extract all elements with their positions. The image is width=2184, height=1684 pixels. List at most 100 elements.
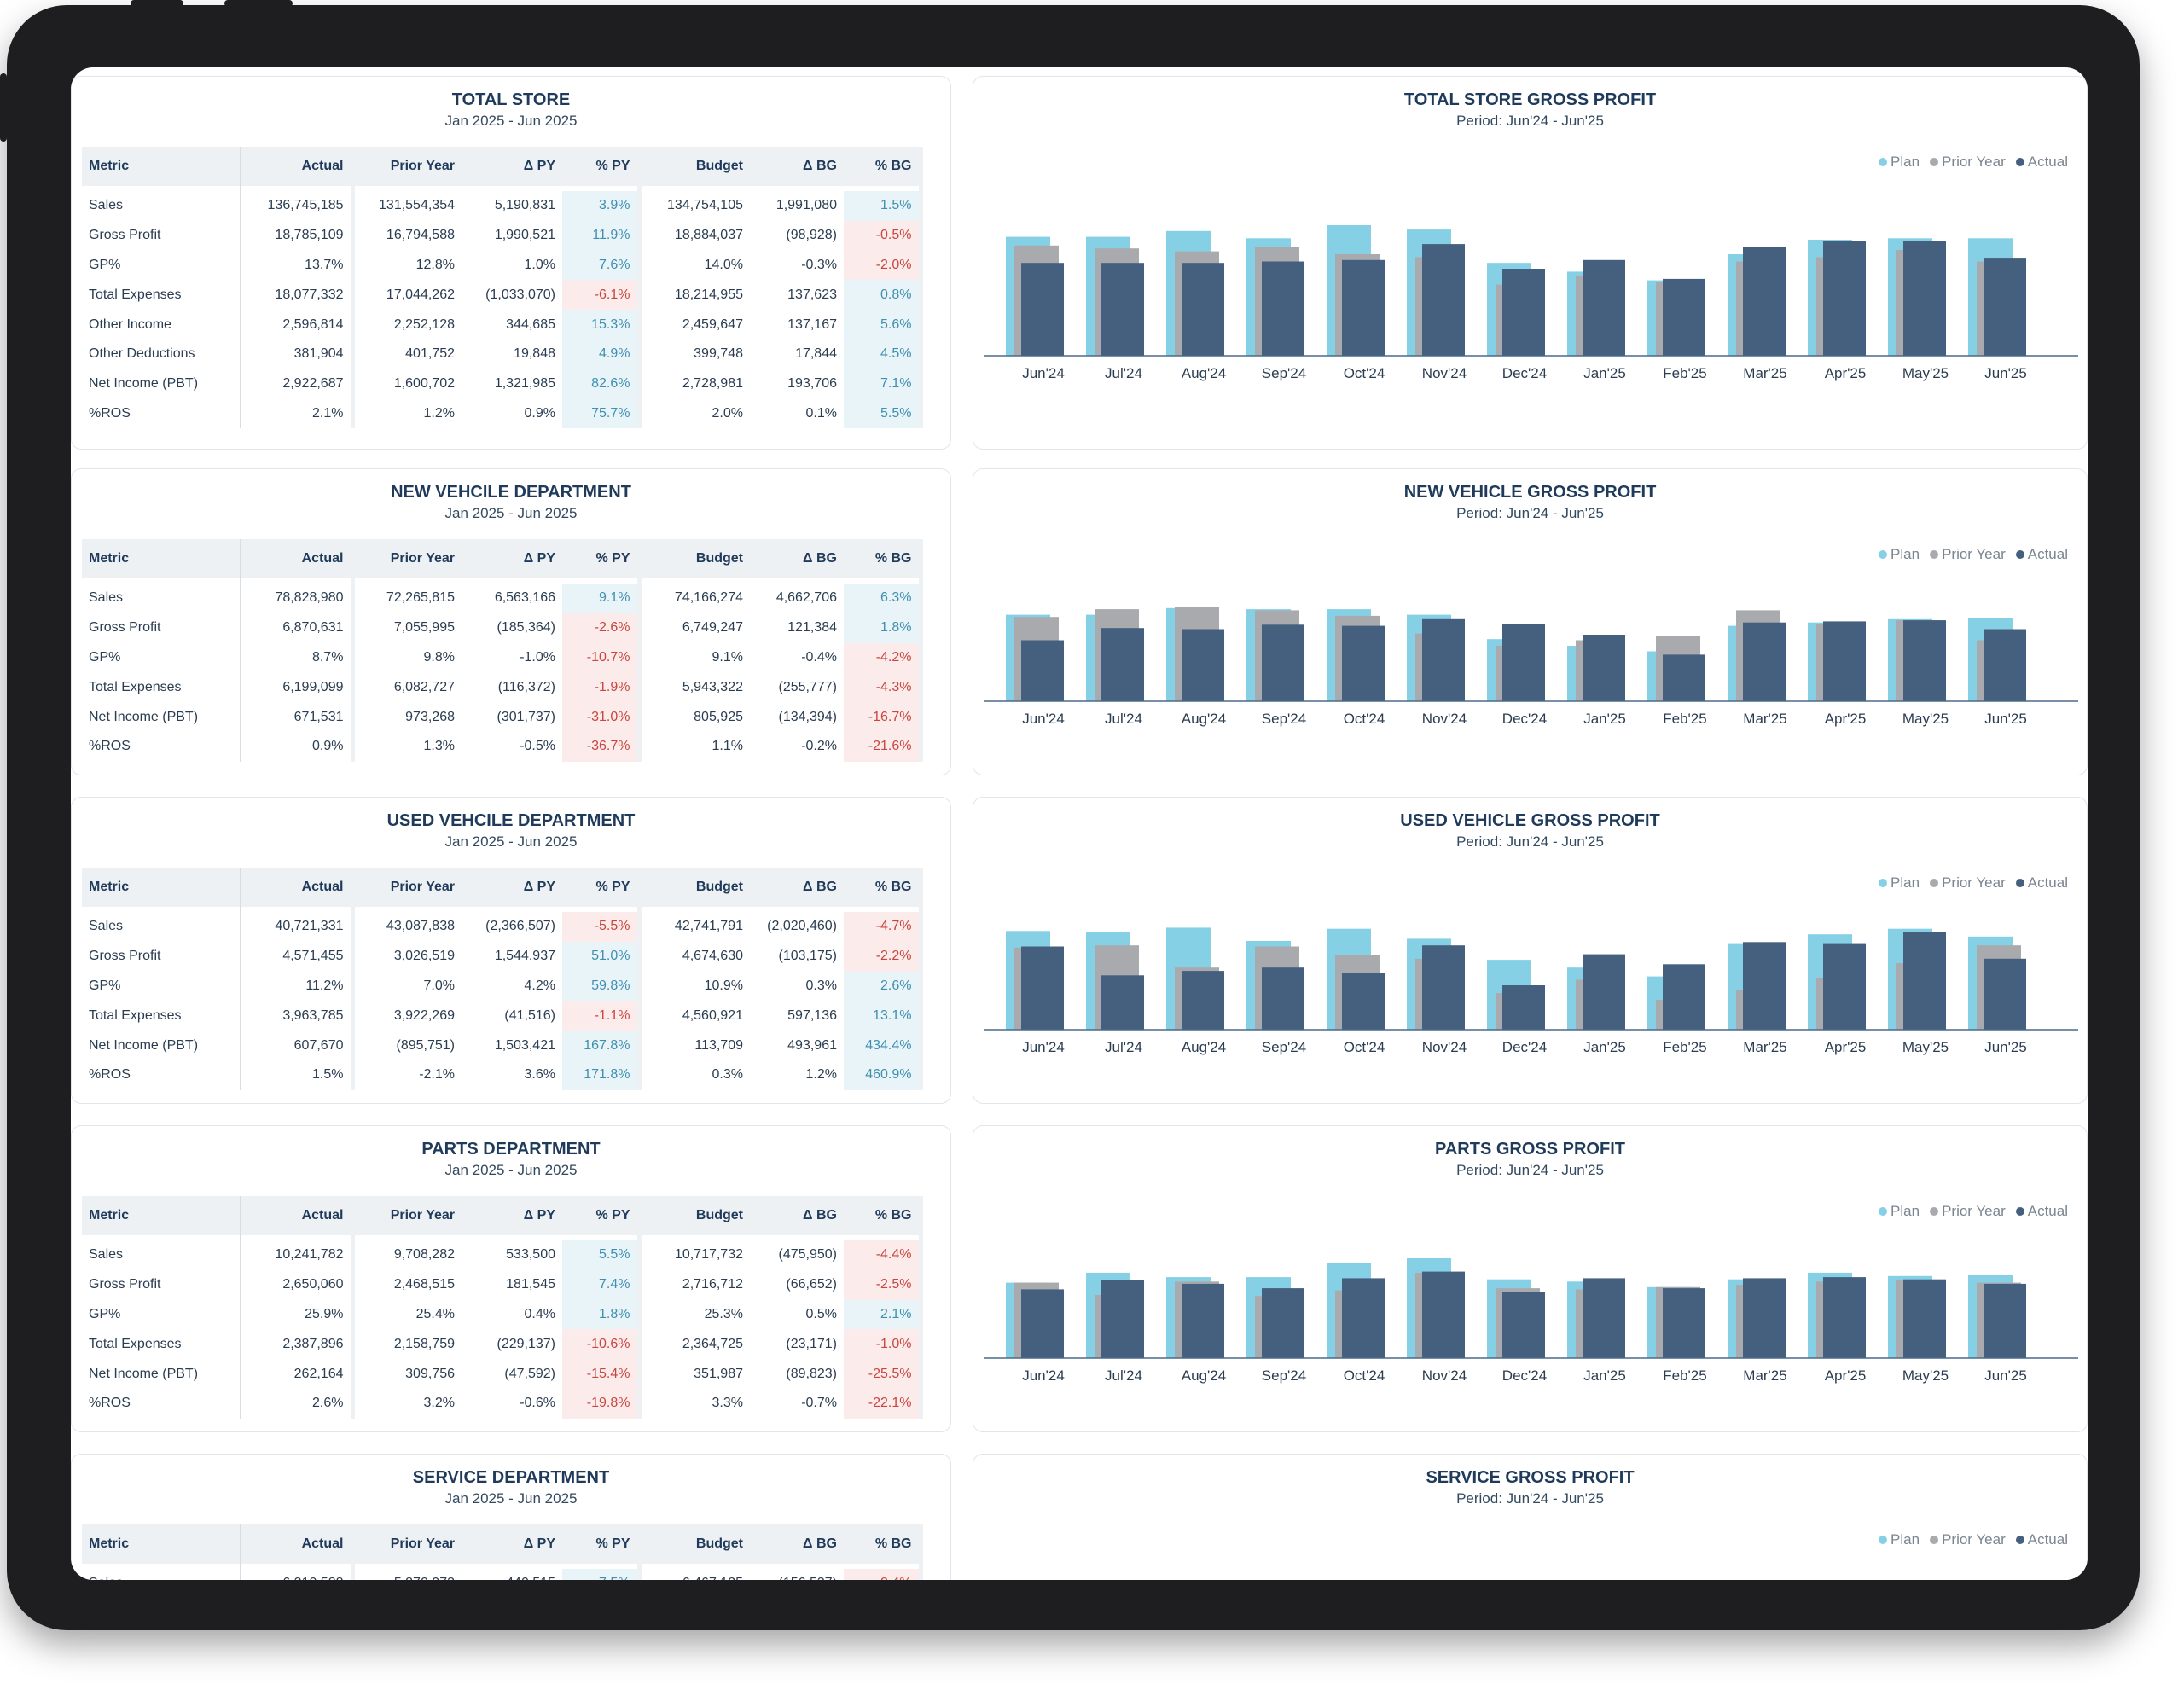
legend-dot-prior-year [1930, 550, 1939, 559]
bar-actual[interactable] [1502, 985, 1545, 1030]
bar-actual[interactable] [1182, 971, 1224, 1030]
cell-pct-bg: -4.2% [844, 642, 923, 673]
bar-actual[interactable] [1743, 247, 1786, 357]
legend-item-prior-year[interactable]: Prior Year [1930, 874, 2006, 891]
bar-actual[interactable] [1021, 263, 1064, 356]
bar-actual[interactable] [1502, 1292, 1545, 1358]
legend-item-plan[interactable]: Plan [1879, 874, 1920, 891]
legend-dot-actual [2015, 879, 2024, 887]
bar-actual[interactable] [1663, 1288, 1705, 1358]
bar-actual[interactable] [1984, 1283, 2026, 1358]
bar-actual[interactable] [1342, 259, 1385, 356]
bar-actual[interactable] [1583, 259, 1625, 356]
bar-actual[interactable] [1743, 942, 1786, 1030]
column-header-pct-bg: % BG [844, 868, 923, 907]
bar-actual[interactable] [1262, 624, 1304, 701]
chart-legend: Plan Prior Year Actual [1879, 1531, 2068, 1548]
bar-actual[interactable] [1663, 964, 1705, 1030]
bar-actual[interactable] [1583, 635, 1625, 701]
bar-actual[interactable] [1342, 625, 1385, 701]
bar-actual[interactable] [1823, 241, 1866, 356]
bar-actual[interactable] [1262, 261, 1304, 357]
bar-actual[interactable] [1663, 278, 1705, 356]
bar-actual[interactable] [1984, 629, 2026, 702]
bar-actual[interactable] [1663, 654, 1705, 701]
legend-item-actual[interactable]: Actual [2015, 874, 2068, 891]
chart-period: Period: Jun'24 - Jun'25 [1456, 113, 1604, 129]
bar-actual[interactable] [1262, 967, 1304, 1030]
kpi-table-panel: SERVICE DEPARTMENT Jan 2025 - Jun 2025 Met… [71, 1454, 951, 1580]
cell-prior-year: 7.0% [423, 978, 455, 993]
legend-item-actual[interactable]: Actual [2015, 546, 2068, 563]
cell-delta-bg: -0.4% [801, 649, 837, 665]
x-tick-label: Apr'25 [1825, 365, 1867, 381]
bar-actual[interactable] [1182, 629, 1224, 702]
bar-actual[interactable] [1903, 241, 1946, 356]
cell-actual: 0.9% [240, 731, 355, 762]
legend-item-actual[interactable]: Actual [2015, 1531, 2068, 1548]
cell-delta-bg: (103,175) [778, 949, 838, 964]
kpi-table-panel: TOTAL STORE Jan 2025 - Jun 2025 Metric Actu… [71, 76, 951, 450]
cell-metric: GP% [82, 1299, 241, 1330]
legend-dot-plan [1879, 550, 1888, 559]
table-row: Sales 136,745,185 131,554,354 5,190,831 3.9%… [82, 191, 923, 221]
legend-item-plan[interactable]: Plan [1879, 1531, 1920, 1548]
cell-pct-bg: 0.8% [844, 280, 923, 311]
bar-chart: Jun'24 Jul'24 Aug'24 Sep'24 Oct'24 Nov'24 Dec'… [984, 1258, 2078, 1384]
bar-actual[interactable] [1743, 1278, 1786, 1358]
legend-item-plan[interactable]: Plan [1879, 154, 1920, 171]
bar-actual[interactable] [1743, 622, 1786, 701]
table-row: Net Income (PBT) 607,670 (895,751) 1,503,42… [82, 1031, 923, 1060]
bar-actual[interactable] [1262, 1288, 1304, 1358]
legend-item-prior-year[interactable]: Prior Year [1930, 1531, 2006, 1548]
legend-item-actual[interactable]: Actual [2015, 154, 2068, 171]
bar-actual[interactable] [1903, 620, 1946, 701]
bar-actual[interactable] [1502, 624, 1545, 701]
cell-actual: 25.9% [240, 1299, 355, 1330]
bar-actual[interactable] [1823, 1277, 1866, 1358]
bar-actual[interactable] [1823, 621, 1866, 701]
bar-actual[interactable] [1583, 1278, 1625, 1358]
bar-actual[interactable] [1342, 973, 1385, 1030]
bar-actual[interactable] [1342, 1278, 1385, 1358]
legend-item-actual[interactable]: Actual [2015, 1203, 2068, 1220]
bar-actual[interactable] [1903, 932, 1946, 1030]
bar-actual[interactable] [1101, 1280, 1144, 1358]
bar-actual[interactable] [1583, 954, 1625, 1030]
chart-legend: Plan Prior Year Actual [1879, 546, 2068, 563]
table-row: Sales 10,241,782 9,708,282 533,500 5.5% 10,71… [82, 1240, 923, 1270]
bar-actual[interactable] [1101, 263, 1144, 356]
bar-actual[interactable] [1182, 263, 1224, 356]
bar-actual[interactable] [1021, 640, 1064, 702]
bar-actual[interactable] [1502, 269, 1545, 356]
bar-actual[interactable] [1422, 1271, 1465, 1358]
bar-actual[interactable] [1422, 244, 1465, 356]
bar-actual[interactable] [1422, 945, 1465, 1030]
x-tick-label: Jan'25 [1583, 1368, 1626, 1384]
cell-pct-bg: -4.3% [844, 672, 923, 703]
bar-actual[interactable] [1101, 975, 1144, 1030]
bar-actual[interactable] [1903, 1279, 1946, 1358]
bar-actual[interactable] [1823, 943, 1866, 1030]
column-header-prior-year: Prior Year [352, 539, 462, 578]
x-tick-label: Sep'24 [1262, 1039, 1306, 1055]
bar-actual[interactable] [1182, 1283, 1224, 1358]
bar-actual[interactable] [1101, 628, 1144, 701]
cell-delta-bg: 0.3% [805, 978, 837, 993]
bar-actual[interactable] [1422, 618, 1465, 701]
cell-metric: %ROS [82, 731, 241, 762]
legend-item-prior-year[interactable]: Prior Year [1930, 546, 2006, 563]
cell-pct-py: -10.6% [562, 1329, 642, 1360]
legend-item-prior-year[interactable]: Prior Year [1930, 154, 2006, 171]
bar-actual[interactable] [1984, 958, 2026, 1030]
cell-metric: GP% [82, 642, 241, 673]
column-header-metric: Metric [82, 1196, 241, 1235]
bar-actual[interactable] [1984, 258, 2026, 356]
legend-item-plan[interactable]: Plan [1879, 1203, 1920, 1220]
x-tick-label: Sep'24 [1262, 365, 1306, 381]
bar-actual[interactable] [1021, 1289, 1064, 1358]
bar-actual[interactable] [1021, 946, 1064, 1031]
legend-item-prior-year[interactable]: Prior Year [1930, 1203, 2006, 1220]
cell-pct-bg: 13.1% [844, 1001, 923, 1031]
legend-item-plan[interactable]: Plan [1879, 546, 1920, 563]
